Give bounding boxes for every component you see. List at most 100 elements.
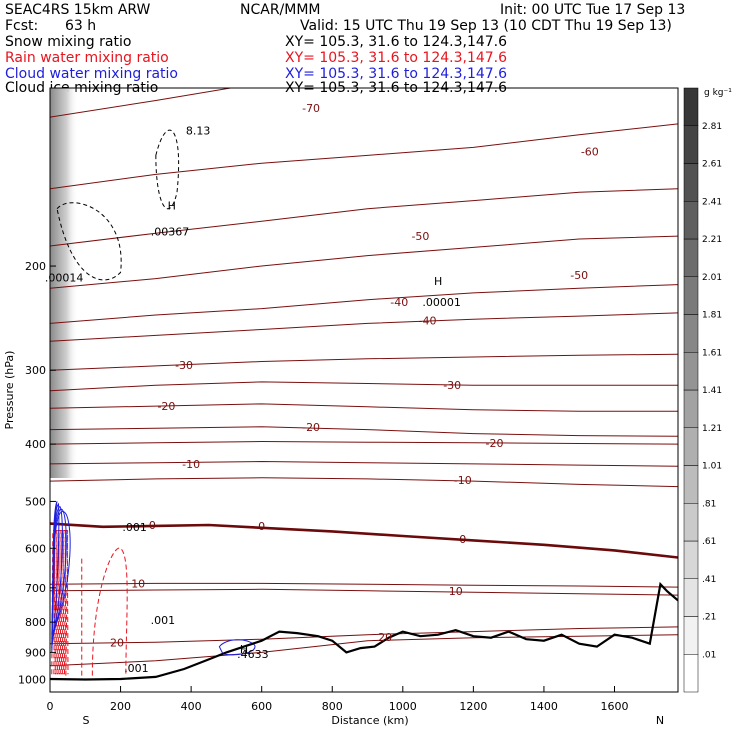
field-snow-xy: XY= 105.3, 31.6 to 124.3,147.6 bbox=[285, 34, 508, 50]
field-rain-name: Rain water mixing ratio bbox=[5, 50, 169, 66]
temp-contour-0 bbox=[50, 88, 234, 118]
temp-contour-8 bbox=[50, 403, 678, 412]
temp-contour-5 bbox=[50, 312, 678, 342]
colorbar-swatch-2 bbox=[683, 578, 699, 617]
header-valid: Valid: 15 UTC Thu 19 Sep 13 (10 CDT Thu … bbox=[300, 18, 672, 34]
hydrometeor-contours bbox=[51, 129, 256, 676]
field-snow-name: Snow mixing ratio bbox=[5, 34, 132, 50]
x-tick-label-6: 1200 bbox=[459, 700, 487, 713]
colorbar-label-1: .21 bbox=[702, 613, 716, 623]
endpoint-label-s: S bbox=[83, 714, 90, 727]
rain-contour-near-2 bbox=[55, 530, 61, 675]
annotation-6: .001 bbox=[122, 521, 147, 534]
temp-contour-12 bbox=[50, 477, 678, 488]
colorbar-label-2: .41 bbox=[702, 575, 716, 585]
colorbar-swatch-0 bbox=[683, 654, 699, 693]
rain-contour-wide bbox=[91, 547, 128, 676]
colorbar-swatch-1 bbox=[683, 616, 699, 655]
colorbar-unit: g kg⁻¹ bbox=[704, 88, 732, 98]
y-tick-label-0: 200 bbox=[25, 260, 46, 273]
x-tick-label-8: 1600 bbox=[600, 700, 628, 713]
y-tick-label-8: 1000 bbox=[18, 673, 46, 686]
annotation-9: .4633 bbox=[237, 648, 269, 661]
rain-contour-near-5 bbox=[61, 530, 67, 675]
y-tick-label-2: 400 bbox=[25, 438, 46, 451]
field-cloudwater-xy: XY= 105.3, 31.6 to 124.3,147.6 bbox=[285, 66, 508, 82]
axes: 0 200 400 600 800 1000 1200 1400 160020030040050… bbox=[18, 260, 628, 713]
header-fcst-label: Fcst: bbox=[5, 18, 39, 34]
snow-shading bbox=[50, 88, 78, 478]
colorbar-label-12: 2.41 bbox=[702, 197, 722, 207]
colorbar-label-7: 1.41 bbox=[702, 386, 722, 396]
temp-contour-9 bbox=[50, 426, 678, 437]
temp-contour-label-1: -60 bbox=[581, 145, 599, 158]
colorbar-swatch-14 bbox=[683, 125, 699, 164]
freezing-level-line bbox=[50, 522, 678, 559]
freezing-label-0: 0 bbox=[149, 519, 156, 532]
colorbar-label-3: .61 bbox=[702, 537, 716, 547]
temp-contour-6 bbox=[50, 353, 678, 371]
temp-contour-label-15: 20 bbox=[110, 637, 124, 650]
x-tick-label-4: 800 bbox=[322, 700, 343, 713]
temp-contour-label-11: -10 bbox=[182, 458, 200, 471]
colorbar-label-10: 2.01 bbox=[702, 273, 722, 283]
temp-contour-label-5: -40 bbox=[419, 314, 437, 327]
colorbar-label-4: .81 bbox=[702, 499, 716, 509]
freezing-level bbox=[50, 522, 678, 559]
temp-contour-14 bbox=[50, 588, 678, 596]
temp-contour-13 bbox=[50, 582, 678, 588]
colorbar-swatch-9 bbox=[683, 314, 699, 353]
temp-contour-label-16: 20 bbox=[378, 631, 392, 644]
temp-contour-label-12: -10 bbox=[454, 474, 472, 487]
x-tick-label-7: 1400 bbox=[530, 700, 558, 713]
colorbar: .01 .21 .41 .61 .81 1.01 1.21 1.41 1.61 1.81 2.01 2… bbox=[683, 87, 722, 693]
annotation-2: .00367 bbox=[151, 226, 190, 239]
header-model: SEAC4RS 15km ARW bbox=[5, 2, 151, 18]
y-tick-label-4: 600 bbox=[25, 542, 46, 555]
plot-frame bbox=[49, 87, 679, 693]
terrain-line bbox=[50, 581, 678, 681]
temp-contour-7 bbox=[50, 381, 678, 392]
colorbar-swatch-6 bbox=[683, 427, 699, 466]
x-tick-label-3: 600 bbox=[251, 700, 272, 713]
temp-contour-label-10: -20 bbox=[486, 437, 504, 450]
temp-contour-label-14: 10 bbox=[449, 585, 463, 598]
colorbar-swatch-3 bbox=[683, 540, 699, 579]
colorbar-label-5: 1.01 bbox=[702, 462, 722, 472]
terrain-profile bbox=[50, 581, 678, 681]
y-tick-label-7: 900 bbox=[25, 646, 46, 659]
y-tick-label-1: 300 bbox=[25, 364, 46, 377]
y-axis-label: Pressure (hPa) bbox=[3, 351, 16, 430]
contour-annotations: -70 -60 -50 -50 -40 -40 -30 -30 -20 -20 -20 -10 -10 1… bbox=[45, 102, 599, 675]
annotation-3: .00014 bbox=[45, 271, 84, 284]
freezing-label-1: 0 bbox=[258, 520, 265, 533]
colorbar-label-8: 1.61 bbox=[702, 348, 722, 358]
header-init: Init: 00 UTC Tue 17 Sep 13 bbox=[500, 2, 686, 18]
temp-contour-label-2: -50 bbox=[411, 230, 429, 243]
colorbar-label-11: 2.21 bbox=[702, 235, 722, 245]
colorbar-swatch-13 bbox=[683, 163, 699, 202]
snow-contour bbox=[56, 202, 122, 281]
colorbar-swatch-12 bbox=[683, 201, 699, 240]
y-tick-label-3: 500 bbox=[25, 495, 46, 508]
header-fcst-value: 63 h bbox=[65, 18, 97, 34]
temp-contour-label-4: -40 bbox=[390, 296, 408, 309]
y-tick-label-6: 800 bbox=[25, 616, 46, 629]
colorbar-swatch-11 bbox=[683, 238, 699, 277]
temp-contour-15 bbox=[50, 626, 678, 645]
annotation-10: .001 bbox=[124, 662, 149, 675]
temp-contour-label-3: -50 bbox=[570, 269, 588, 282]
temp-contour-2 bbox=[50, 188, 678, 247]
x-tick-label-5: 1000 bbox=[389, 700, 417, 713]
colorbar-label-6: 1.21 bbox=[702, 424, 722, 434]
colorbar-swatch-7 bbox=[683, 389, 699, 428]
endpoint-label-n: N bbox=[656, 714, 664, 727]
field-rain-xy: XY= 105.3, 31.6 to 124.3,147.6 bbox=[285, 50, 508, 66]
temp-contour-label-7: -30 bbox=[443, 379, 461, 392]
colorbar-swatch-4 bbox=[683, 503, 699, 542]
temp-contour-label-8: -20 bbox=[157, 400, 175, 413]
annotation-8: H bbox=[240, 643, 248, 656]
annotation-7: .001 bbox=[151, 614, 176, 627]
temp-contour-label-0: -70 bbox=[302, 102, 320, 115]
